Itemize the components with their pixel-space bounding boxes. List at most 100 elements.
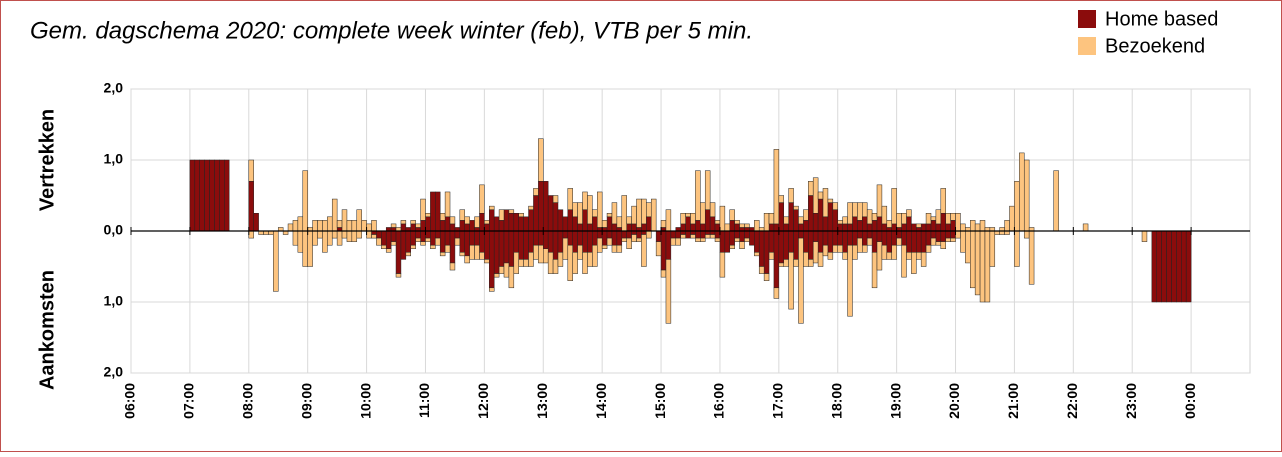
bar: [606, 216, 613, 232]
bar: [430, 230, 436, 246]
bar: [842, 223, 848, 232]
bar: [1082, 223, 1089, 232]
bar: [803, 220, 809, 232]
bar: [690, 213, 696, 225]
bar: [469, 220, 475, 232]
bar: [817, 191, 824, 200]
bar: [866, 237, 873, 246]
bar: [768, 252, 775, 260]
bar: [763, 230, 770, 274]
bar: [714, 223, 721, 232]
bar: [675, 230, 681, 239]
bar: [950, 230, 956, 239]
bar: [960, 230, 966, 253]
bar: [449, 216, 456, 225]
bar: [626, 216, 632, 225]
bar: [847, 244, 853, 317]
bar: [837, 223, 843, 232]
bar: [660, 269, 667, 278]
bar: [641, 223, 647, 232]
bar: [837, 244, 843, 253]
x-tick-label: 06:00: [122, 383, 138, 419]
x-tick-label: 00:00: [1182, 383, 1198, 419]
bar: [695, 170, 701, 221]
x-tick-label: 21:00: [1005, 383, 1021, 419]
bar: [616, 244, 623, 253]
bar: [646, 202, 652, 218]
bar: [317, 230, 323, 239]
bar: [852, 244, 858, 260]
bar: [881, 223, 888, 232]
bar: [847, 230, 853, 246]
bar: [911, 230, 917, 253]
bar: [655, 241, 662, 257]
bar: [832, 209, 838, 232]
bar: [881, 244, 888, 260]
bar: [1023, 230, 1030, 239]
bar: [906, 230, 912, 253]
bar: [410, 220, 416, 225]
bar: [567, 230, 573, 246]
legend-swatch: [1078, 10, 1096, 28]
bar: [827, 252, 834, 260]
bar: [812, 213, 819, 232]
bar: [626, 223, 632, 232]
bar: [714, 237, 721, 242]
bar: [435, 191, 441, 232]
x-tick-label: 14:00: [593, 383, 609, 419]
bar: [734, 220, 740, 225]
bar: [798, 223, 804, 232]
bar: [935, 241, 942, 246]
bar: [606, 213, 613, 218]
bar: [881, 230, 888, 246]
bar: [582, 252, 588, 274]
bar: [778, 202, 784, 232]
bar: [832, 244, 838, 253]
bar: [1141, 230, 1148, 242]
bar: [886, 220, 892, 228]
bar: [302, 170, 308, 232]
bar: [194, 159, 200, 232]
bar: [572, 230, 578, 253]
bar: [528, 209, 534, 232]
bar: [214, 159, 220, 232]
bar: [547, 252, 554, 274]
bar: [920, 252, 927, 267]
bar: [950, 237, 956, 242]
bar: [1176, 230, 1182, 303]
bar: [503, 230, 510, 264]
bar: [695, 230, 701, 239]
bar: [876, 184, 883, 218]
bar: [714, 220, 721, 225]
bar: [557, 252, 564, 267]
bar: [405, 252, 411, 257]
bar: [803, 230, 809, 253]
bar: [557, 209, 564, 232]
bar: [567, 188, 573, 210]
bar: [508, 213, 515, 232]
bar: [484, 230, 490, 260]
bar: [489, 209, 495, 232]
bar: [425, 213, 431, 218]
bar: [866, 209, 873, 225]
bar: [415, 230, 421, 239]
bar: [891, 230, 897, 246]
bar: [366, 223, 372, 232]
bar: [582, 209, 588, 232]
bar: [518, 259, 524, 267]
bar: [376, 230, 382, 239]
bar: [788, 202, 794, 232]
bar: [871, 230, 878, 253]
bar: [631, 234, 637, 242]
bar: [366, 230, 372, 239]
bar: [1023, 159, 1030, 232]
bar: [798, 230, 804, 239]
y-axis-label-bottom: Aankomsten: [36, 270, 58, 390]
bar: [611, 244, 618, 253]
bar: [331, 198, 338, 232]
x-tick-label: 13:00: [534, 383, 550, 419]
bar: [920, 223, 927, 232]
bar: [351, 230, 358, 242]
bar: [435, 237, 441, 246]
bar: [940, 230, 946, 242]
